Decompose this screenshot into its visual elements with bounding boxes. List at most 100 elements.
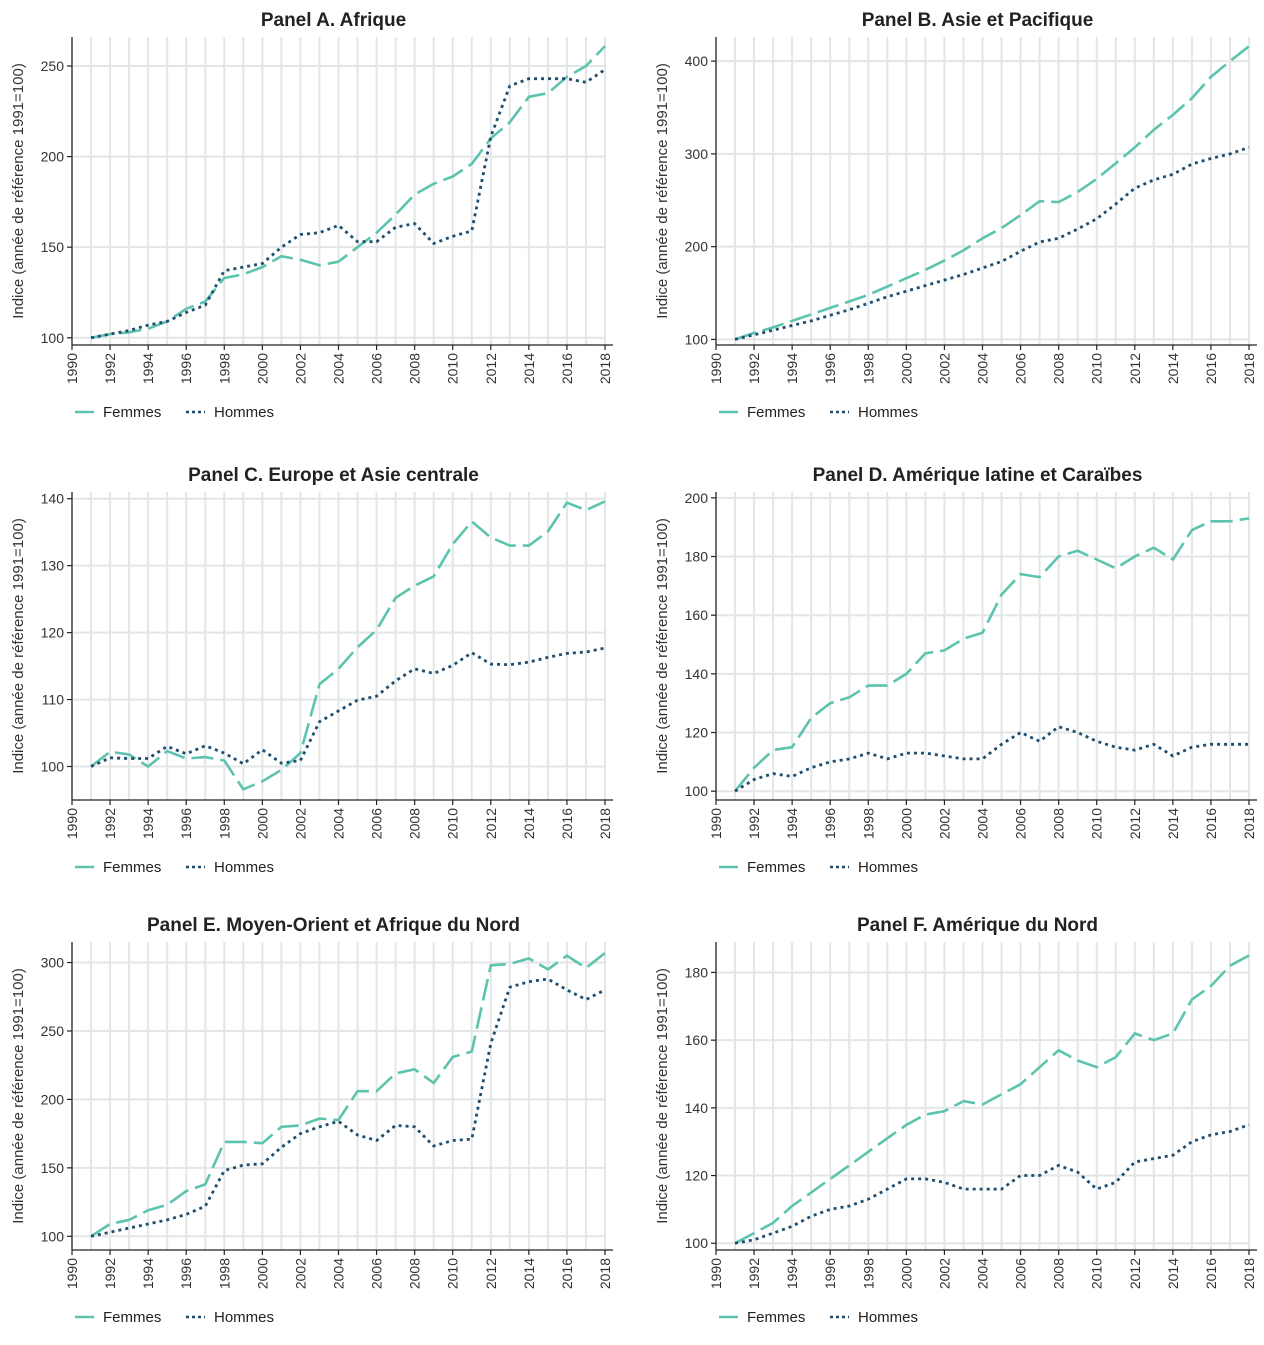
y-tick-label: 120 <box>685 1168 709 1184</box>
x-tick-label: 2016 <box>559 808 575 839</box>
x-tick-label: 2004 <box>331 1258 347 1289</box>
x-tick-label: 1992 <box>102 808 118 839</box>
x-tick-label: 2000 <box>898 1258 914 1289</box>
x-tick-label: 2002 <box>936 1258 952 1289</box>
x-tick-label: 1994 <box>140 808 156 839</box>
x-tick-label: 2018 <box>597 808 613 839</box>
y-tick-label: 300 <box>41 955 65 971</box>
x-tick-label: 2010 <box>445 353 461 384</box>
y-axis-title: Indice (année de référence 1991=100) <box>10 63 27 319</box>
legend-label-femmes: Femmes <box>747 859 805 876</box>
x-tick-label: 1996 <box>822 1258 838 1289</box>
y-tick-label: 100 <box>685 783 709 799</box>
x-tick-label: 2006 <box>369 1258 385 1289</box>
x-tick-label: 2010 <box>1089 808 1105 839</box>
x-tick-label: 2004 <box>975 353 991 384</box>
x-tick-label: 1992 <box>746 1258 762 1289</box>
x-tick-label: 2008 <box>407 1258 423 1289</box>
x-tick-label: 2000 <box>254 1258 270 1289</box>
legend-label-hommes: Hommes <box>214 859 274 876</box>
chart-svg: Panel E. Moyen-Orient et Afrique du Nord… <box>10 915 613 1326</box>
x-tick-label: 1998 <box>216 808 232 839</box>
x-tick-label: 2000 <box>898 353 914 384</box>
series-line-femmes <box>90 951 606 1238</box>
chart-svg: Panel D. Amérique latine et Caraïbes 100 1… <box>654 465 1257 876</box>
y-tick-label: 160 <box>685 607 709 623</box>
x-tick-label: 1990 <box>708 353 724 384</box>
chart-title: Panel D. Amérique latine et Caraïbes <box>813 465 1143 486</box>
x-tick-label: 1994 <box>140 353 156 384</box>
x-tick-label: 1996 <box>178 1258 194 1289</box>
x-tick-label: 2004 <box>331 353 347 384</box>
x-tick-label: 1990 <box>64 1258 80 1289</box>
x-tick-label: 2012 <box>1127 353 1143 384</box>
x-tick-label: 1996 <box>178 808 194 839</box>
x-tick-label: 2000 <box>898 808 914 839</box>
series-line-hommes <box>734 725 1249 793</box>
x-tick-label: 2006 <box>1013 1258 1029 1289</box>
chart-title: Panel A. Afrique <box>261 10 406 31</box>
chart-svg: Panel F. Amérique du Nord 100 120 140 160 180… <box>654 915 1257 1326</box>
x-tick-label: 2008 <box>1051 808 1067 839</box>
legend-label-hommes: Hommes <box>214 404 274 421</box>
x-tick-label: 1996 <box>178 353 194 384</box>
chart-title: Panel F. Amérique du Nord <box>857 915 1098 936</box>
chart-panel-a: Panel A. Afrique 100 150 200 250 1990 1992 1994… <box>0 0 620 440</box>
x-tick-label: 2012 <box>1127 808 1143 839</box>
y-tick-label: 110 <box>42 692 65 708</box>
x-tick-label: 2012 <box>483 353 499 384</box>
chart-panel-b: Panel B. Asie et Pacifique 100 200 300 400 19… <box>644 0 1264 440</box>
y-axis-title: Indice (année de référence 1991=100) <box>10 968 27 1224</box>
x-tick-label: 1992 <box>746 808 762 839</box>
x-tick-label: 1992 <box>746 353 762 384</box>
y-tick-label: 400 <box>685 53 709 69</box>
legend-label-femmes: Femmes <box>747 1309 805 1326</box>
y-tick-label: 100 <box>685 331 709 347</box>
y-tick-label: 100 <box>41 330 65 346</box>
x-tick-label: 1994 <box>784 808 800 839</box>
x-tick-label: 2002 <box>292 1258 308 1289</box>
series-line-femmes <box>733 517 1250 793</box>
y-tick-label: 140 <box>685 1100 709 1116</box>
y-tick-label: 300 <box>685 146 709 162</box>
y-tick-label: 150 <box>41 1160 65 1176</box>
x-tick-label: 2006 <box>1013 808 1029 839</box>
y-tick-label: 160 <box>685 1032 709 1048</box>
x-tick-label: 2018 <box>1241 353 1257 384</box>
x-tick-label: 1990 <box>64 353 80 384</box>
x-tick-label: 2018 <box>597 1258 613 1289</box>
chart-panel-e: Panel E. Moyen-Orient et Afrique du Nord… <box>0 905 620 1345</box>
series-line-hommes <box>734 146 1250 341</box>
chart-svg: Panel C. Europe et Asie centrale 100 110 12… <box>10 465 613 876</box>
x-tick-label: 2008 <box>1051 1258 1067 1289</box>
x-tick-label: 2006 <box>1013 353 1029 384</box>
y-tick-label: 120 <box>685 725 709 741</box>
series-line-hommes <box>90 646 606 768</box>
series-line-hommes <box>734 1123 1250 1245</box>
x-tick-label: 2014 <box>521 808 537 839</box>
x-tick-label: 1994 <box>140 1258 156 1289</box>
x-tick-label: 2010 <box>445 808 461 839</box>
x-tick-label: 2010 <box>445 1258 461 1289</box>
x-tick-label: 2018 <box>597 353 613 384</box>
chart-panel-f: Panel F. Amérique du Nord 100 120 140 160 180… <box>644 905 1264 1345</box>
legend-label-hommes: Hommes <box>858 859 918 876</box>
x-tick-label: 1990 <box>64 808 80 839</box>
x-tick-label: 1998 <box>860 1258 876 1289</box>
x-tick-label: 2012 <box>483 808 499 839</box>
x-tick-label: 1998 <box>216 353 232 384</box>
x-tick-label: 2006 <box>369 353 385 384</box>
legend-label-femmes: Femmes <box>103 404 161 421</box>
legend-label-femmes: Femmes <box>103 859 161 876</box>
legend-label-hommes: Hommes <box>858 404 918 421</box>
x-tick-label: 2016 <box>1203 808 1219 839</box>
chart-title: Panel E. Moyen-Orient et Afrique du Nord <box>147 915 520 936</box>
y-tick-label: 150 <box>41 239 65 255</box>
x-tick-label: 2014 <box>1165 808 1181 839</box>
y-tick-label: 180 <box>685 964 709 980</box>
chart-panel-c: Panel C. Europe et Asie centrale 100 110 12… <box>0 455 620 895</box>
series-line-femmes <box>90 500 606 791</box>
chart-title: Panel C. Europe et Asie centrale <box>188 465 479 486</box>
x-tick-label: 1994 <box>784 353 800 384</box>
x-tick-label: 2000 <box>254 808 270 839</box>
